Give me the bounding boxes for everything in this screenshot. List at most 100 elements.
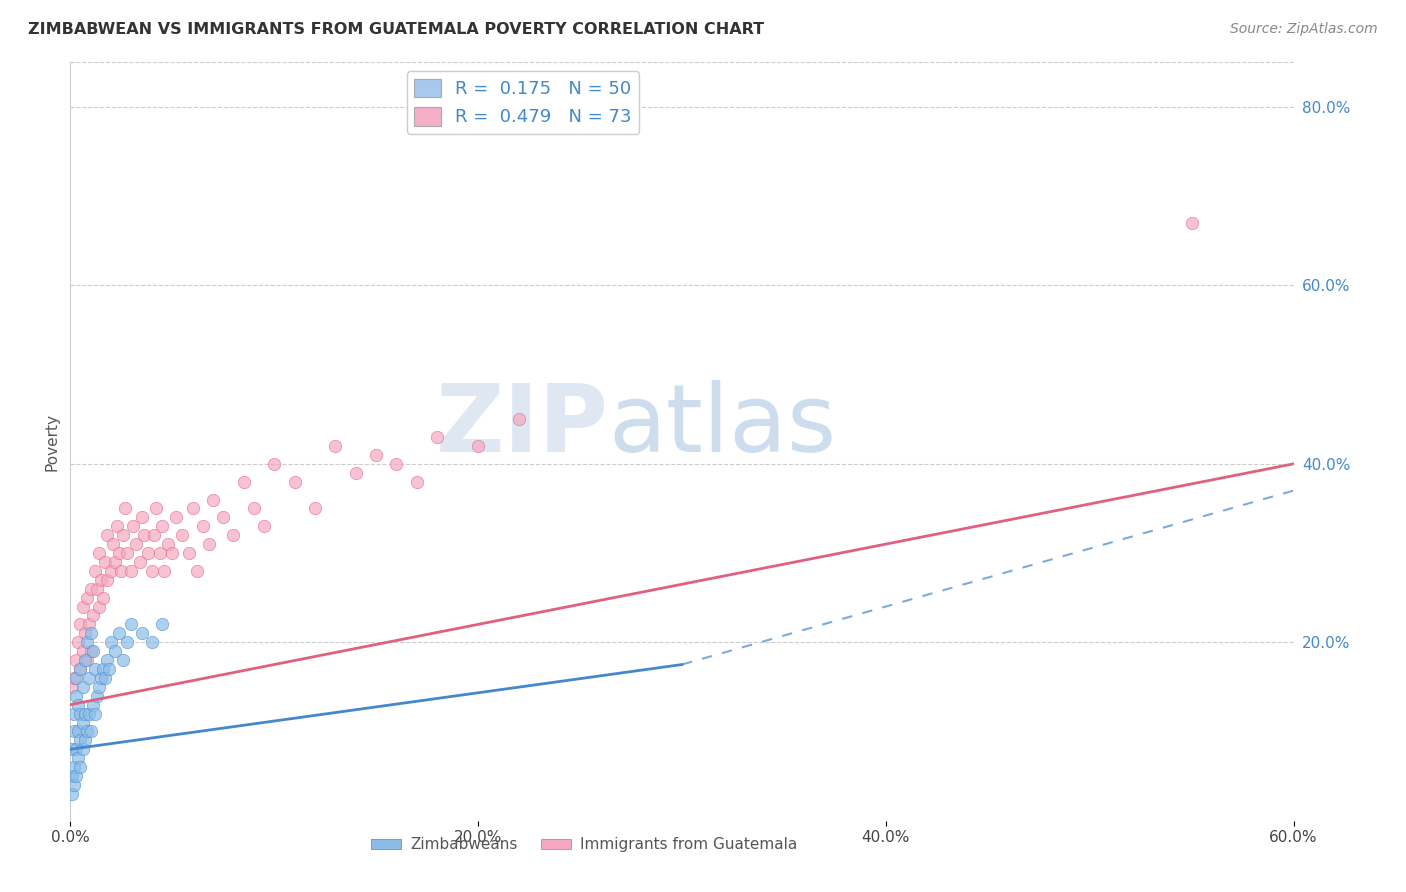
Point — [101, 537, 124, 551]
Point — [67, 635, 90, 649]
Point — [132, 528, 155, 542]
Point — [149, 546, 172, 560]
Point — [90, 671, 112, 685]
Point — [98, 662, 121, 676]
Point — [1181, 216, 1204, 230]
Point — [150, 617, 173, 632]
Point — [141, 635, 163, 649]
Point — [323, 439, 347, 453]
Point — [60, 680, 83, 694]
Point — [94, 555, 117, 569]
Point — [94, 671, 117, 685]
Point — [73, 733, 96, 747]
Point — [79, 724, 103, 739]
Point — [153, 564, 176, 578]
Point — [508, 412, 530, 426]
Point — [76, 591, 98, 605]
Point — [65, 653, 87, 667]
Point — [131, 510, 153, 524]
Point — [100, 564, 122, 578]
Text: atlas: atlas — [609, 380, 837, 473]
Point — [73, 653, 96, 667]
Point — [406, 475, 429, 489]
Point — [65, 689, 87, 703]
Point — [243, 501, 266, 516]
Point — [385, 457, 408, 471]
Point — [91, 662, 114, 676]
Point — [69, 733, 91, 747]
Point — [124, 537, 146, 551]
Point — [191, 519, 214, 533]
Point — [141, 564, 163, 578]
Point — [72, 680, 94, 694]
Point — [263, 457, 285, 471]
Point — [72, 742, 94, 756]
Point — [83, 662, 105, 676]
Point — [96, 653, 118, 667]
Point — [96, 528, 118, 542]
Point — [86, 582, 108, 596]
Point — [87, 546, 110, 560]
Point — [63, 706, 86, 721]
Point — [181, 501, 204, 516]
Y-axis label: Poverty: Poverty — [44, 412, 59, 471]
Point — [67, 751, 90, 765]
Point — [112, 653, 135, 667]
Point — [117, 635, 139, 649]
Point — [467, 439, 489, 453]
Point — [60, 787, 83, 801]
Point — [73, 706, 96, 721]
Point — [79, 644, 103, 658]
Point — [165, 510, 187, 524]
Point — [202, 492, 225, 507]
Point — [77, 617, 100, 632]
Point — [83, 564, 105, 578]
Point — [60, 742, 83, 756]
Point — [145, 501, 167, 516]
Point — [69, 760, 91, 774]
Point — [108, 626, 131, 640]
Point — [131, 626, 153, 640]
Point — [110, 564, 132, 578]
Point — [76, 653, 98, 667]
Point — [232, 475, 254, 489]
Point — [86, 689, 108, 703]
Point — [112, 528, 135, 542]
Point — [104, 644, 127, 658]
Point — [100, 635, 122, 649]
Point — [65, 769, 87, 783]
Point — [77, 706, 100, 721]
Point — [72, 644, 94, 658]
Point — [121, 564, 143, 578]
Point — [77, 671, 100, 685]
Point — [142, 528, 165, 542]
Point — [426, 430, 449, 444]
Point — [63, 760, 86, 774]
Point — [73, 626, 96, 640]
Point — [87, 680, 110, 694]
Point — [69, 617, 91, 632]
Point — [69, 662, 91, 676]
Point — [104, 555, 127, 569]
Point — [90, 573, 112, 587]
Point — [76, 635, 98, 649]
Point — [121, 617, 143, 632]
Point — [212, 510, 235, 524]
Point — [344, 466, 367, 480]
Point — [162, 546, 183, 560]
Point — [253, 519, 276, 533]
Point — [79, 626, 103, 640]
Text: ZIP: ZIP — [436, 380, 609, 473]
Point — [96, 573, 118, 587]
Point — [79, 582, 103, 596]
Text: Source: ZipAtlas.com: Source: ZipAtlas.com — [1230, 22, 1378, 37]
Point — [198, 537, 221, 551]
Point — [150, 519, 173, 533]
Legend: Zimbabweans, Immigrants from Guatemala: Zimbabweans, Immigrants from Guatemala — [364, 831, 804, 858]
Point — [177, 546, 200, 560]
Point — [157, 537, 180, 551]
Point — [284, 475, 307, 489]
Point — [122, 519, 145, 533]
Point — [82, 644, 104, 658]
Point — [304, 501, 326, 516]
